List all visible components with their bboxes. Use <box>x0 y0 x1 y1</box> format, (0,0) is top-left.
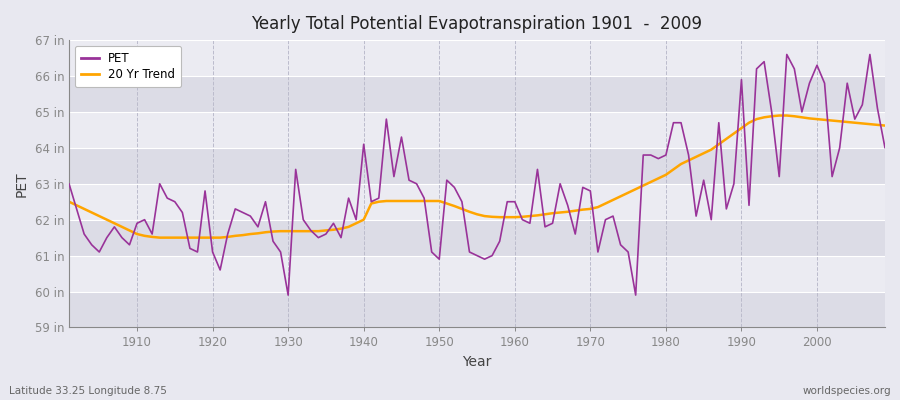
Bar <box>69 148 885 184</box>
Bar <box>69 76 885 112</box>
Bar <box>69 112 885 148</box>
Bar <box>69 40 885 76</box>
Legend: PET, 20 Yr Trend: PET, 20 Yr Trend <box>75 46 181 87</box>
Bar <box>69 184 885 220</box>
X-axis label: Year: Year <box>463 355 491 369</box>
Text: Latitude 33.25 Longitude 8.75: Latitude 33.25 Longitude 8.75 <box>9 386 166 396</box>
Bar <box>69 256 885 292</box>
Title: Yearly Total Potential Evapotranspiration 1901  -  2009: Yearly Total Potential Evapotranspiratio… <box>251 15 703 33</box>
Y-axis label: PET: PET <box>15 171 29 196</box>
Bar <box>69 220 885 256</box>
Text: worldspecies.org: worldspecies.org <box>803 386 891 396</box>
Bar <box>69 292 885 328</box>
